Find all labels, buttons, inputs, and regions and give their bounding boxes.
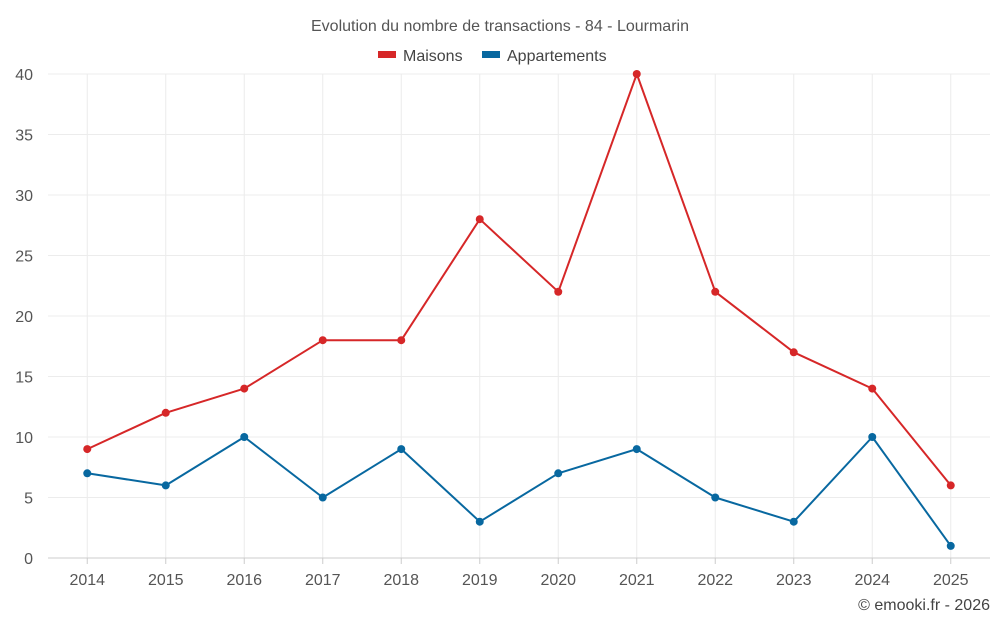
series-line-maisons (86, 73, 952, 487)
legend: Maisons Appartements (378, 48, 607, 65)
y-tick-label: 40 (15, 67, 33, 84)
x-tick-label: 2014 (69, 572, 105, 589)
series-layer (83, 70, 955, 550)
x-axis: 2014 2015 2016 2017 2018 2019 2020 2021 2022 2023… (48, 557, 990, 589)
data-point-appartements-2018[interactable] (397, 445, 406, 454)
data-point-appartements-2019[interactable] (475, 517, 484, 526)
y-tick-label: 5 (24, 491, 33, 508)
legend-swatch-appartements (482, 51, 500, 58)
x-tick-label: 2025 (933, 572, 969, 589)
data-point-maisons-2016[interactable] (240, 384, 249, 393)
x-tick-label: 2022 (697, 572, 733, 589)
y-tick-label: 20 (15, 309, 33, 326)
grid (48, 73, 990, 558)
data-point-maisons-2014[interactable] (83, 445, 92, 454)
data-point-maisons-2025[interactable] (946, 481, 955, 490)
x-tick-label: 2021 (619, 572, 655, 589)
y-tick-label: 15 (15, 370, 33, 387)
data-point-appartements-2016[interactable] (240, 433, 249, 441)
data-point-appartements-2020[interactable] (554, 469, 563, 478)
data-point-appartements-2022[interactable] (711, 493, 720, 502)
x-tick-label: 2024 (854, 572, 890, 589)
data-point-maisons-2020[interactable] (554, 287, 563, 296)
data-point-maisons-2021[interactable] (632, 70, 641, 78)
data-point-appartements-2023[interactable] (789, 517, 798, 526)
data-point-maisons-2019[interactable] (475, 215, 484, 224)
legend-swatch-maisons (378, 51, 396, 58)
x-tick-label: 2015 (148, 572, 184, 589)
data-point-maisons-2023[interactable] (789, 348, 798, 357)
legend-label-maisons[interactable]: Maisons (403, 48, 463, 65)
y-tick-label: 35 (15, 128, 33, 145)
data-point-appartements-2025[interactable] (946, 541, 955, 550)
y-tick-label: 10 (15, 430, 33, 447)
data-point-maisons-2015[interactable] (161, 408, 170, 417)
y-axis: 0 5 10 15 20 25 30 35 40 (15, 67, 33, 568)
chart-title: Evolution du nombre de transactions - 84… (311, 18, 689, 35)
y-tick-label: 0 (24, 551, 33, 568)
data-point-maisons-2017[interactable] (318, 336, 327, 345)
legend-label-appartements[interactable]: Appartements (507, 48, 607, 65)
data-point-appartements-2015[interactable] (161, 481, 170, 490)
data-point-appartements-2024[interactable] (868, 433, 877, 441)
x-tick-label: 2020 (540, 572, 576, 589)
x-tick-label: 2018 (383, 572, 419, 589)
series-appartements (83, 433, 955, 550)
credit-text: © emooki.fr - 2026 (858, 597, 990, 614)
y-tick-label: 25 (15, 249, 33, 266)
data-point-maisons-2018[interactable] (397, 336, 406, 345)
y-tick-label: 30 (15, 188, 33, 205)
data-point-appartements-2014[interactable] (83, 469, 92, 478)
data-point-appartements-2021[interactable] (632, 445, 641, 454)
series-maisons (83, 70, 955, 490)
data-point-appartements-2017[interactable] (318, 493, 327, 502)
x-tick-label: 2019 (462, 572, 498, 589)
x-tick-label: 2023 (776, 572, 812, 589)
data-point-maisons-2022[interactable] (711, 287, 720, 296)
x-tick-label: 2016 (226, 572, 262, 589)
data-point-maisons-2024[interactable] (868, 384, 877, 393)
x-tick-label: 2017 (305, 572, 341, 589)
series-line-appartements (87, 436, 952, 547)
